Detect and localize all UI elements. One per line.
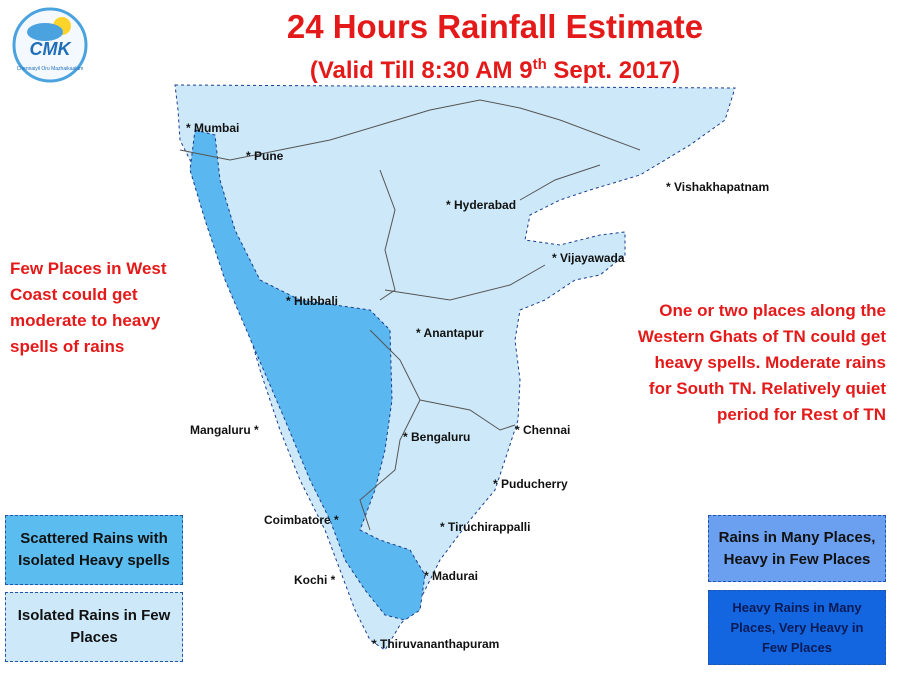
- light-region: [174, 84, 736, 651]
- city-label: * Bengaluru: [403, 430, 470, 444]
- city-label: * Chennai: [515, 423, 570, 437]
- subtitle: (Valid Till 8:30 AM 9th Sept. 2017): [190, 56, 800, 85]
- city-label: Coimbatore *: [264, 513, 339, 527]
- city-label: Mangaluru *: [190, 423, 259, 437]
- city-label: * Madurai: [424, 569, 478, 583]
- legend-item: Heavy Rains in Many Places, Very Heavy i…: [708, 590, 886, 665]
- logo: CMK Chennaiyil Oru Mazhaikaalam: [12, 7, 88, 83]
- city-label: * Anantapur: [416, 326, 484, 340]
- city-label: * Mumbai: [186, 121, 239, 135]
- annotation: Few Places in West Coast could get moder…: [10, 259, 167, 356]
- subtitle-sup: th: [532, 56, 547, 73]
- subtitle-text: Sept. 2017): [546, 57, 681, 84]
- heavy-region: [189, 129, 426, 621]
- city-label: * Puducherry: [493, 477, 568, 491]
- city-label: * Vishakhapatnam: [666, 180, 769, 194]
- city-label: * Hubbali: [286, 294, 338, 308]
- city-label: * Pune: [246, 149, 284, 163]
- city-label: Kochi *: [294, 573, 336, 587]
- annotation: One or two places along the Western Ghat…: [637, 301, 886, 424]
- city-label: * Tiruchirappalli: [440, 520, 530, 534]
- legend-item: Rains in Many Places, Heavy in Few Place…: [708, 515, 886, 582]
- legend-item: Scattered Rains with Isolated Heavy spel…: [5, 515, 183, 585]
- state-borders: [179, 99, 641, 531]
- city-label: * Hyderabad: [446, 198, 516, 212]
- subtitle-text: (Valid Till 8:30 AM 9: [309, 57, 533, 84]
- logo-tagline: Chennaiyil Oru Mazhaikaalam: [17, 66, 84, 72]
- legend-item: Isolated Rains in Few Places: [5, 592, 183, 662]
- city-label: * Vijayawada: [552, 251, 625, 265]
- logo-name: CMK: [30, 39, 73, 59]
- title: 24 Hours Rainfall Estimate: [286, 8, 704, 45]
- city-label: * Thiruvananthapuram: [372, 637, 499, 651]
